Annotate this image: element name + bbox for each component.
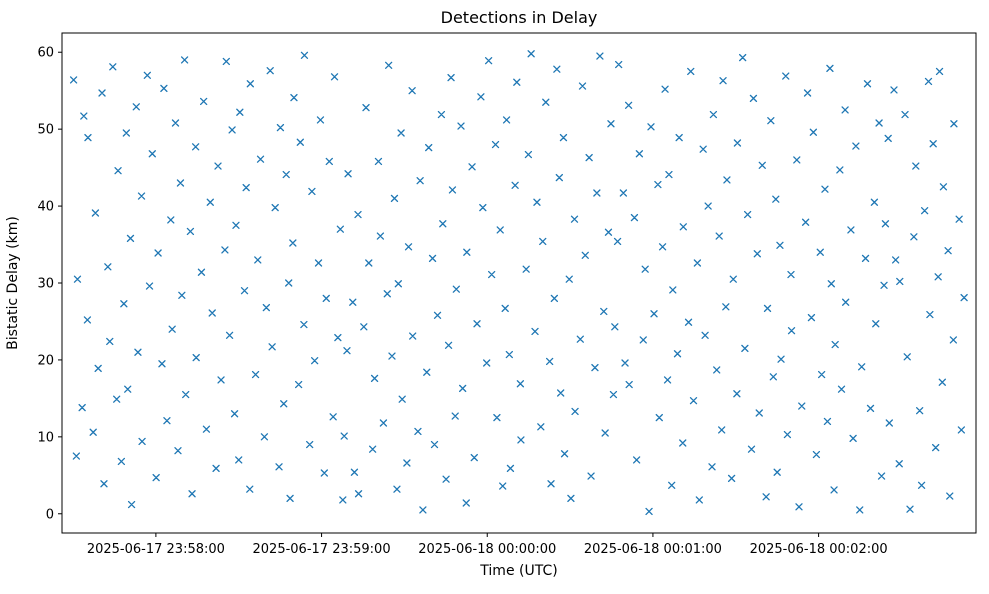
axes-frame (61, 32, 977, 534)
x-tick-label: 2025-06-18 00:02:00 (750, 542, 888, 557)
x-axis-label: Time (UTC) (479, 563, 557, 579)
y-tick-label: 60 (37, 46, 54, 61)
y-tick-label: 10 (37, 430, 54, 445)
plot-area: 0 10 20 30 40 50 60 2025-06-17 23:58:00 2025-06-… (37, 32, 977, 557)
scatter-points (69, 50, 968, 516)
y-axis-label: Bistatic Delay (km) (5, 216, 21, 350)
x-tick-label: 2025-06-18 00:00:00 (418, 542, 556, 557)
y-tick-label: 20 (37, 353, 54, 368)
y-tick-label: 0 (46, 507, 54, 522)
y-tick-label: 30 (37, 277, 54, 292)
x-tick-label: 2025-06-17 23:58:00 (87, 542, 225, 557)
chart-title: Detections in Delay (441, 8, 598, 27)
x-tick-label: 2025-06-18 00:01:00 (584, 542, 722, 557)
y-tick-label: 50 (37, 123, 54, 138)
y-tick-label: 40 (37, 200, 54, 215)
x-tick-label: 2025-06-17 23:59:00 (253, 542, 391, 557)
